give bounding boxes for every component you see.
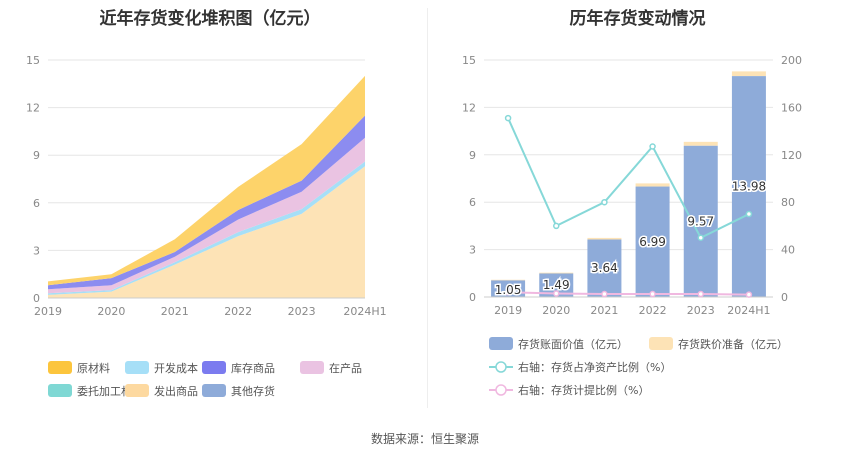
bar-label-halo: 6.99	[639, 235, 666, 249]
y-tick-label: 6	[33, 197, 40, 210]
legend-marker	[495, 384, 507, 396]
line-point	[745, 291, 753, 298]
x-tick-label: 2022	[639, 304, 667, 317]
right-chart-title: 历年存货变动情况	[569, 9, 706, 29]
x-tick-label: 2023	[687, 304, 715, 317]
left-y-tick-label: 6	[469, 196, 476, 209]
bar-impairment	[491, 279, 526, 281]
bar-label-halo: 1.49	[543, 278, 570, 292]
bar-book-value	[731, 76, 766, 297]
right-y-tick-label: 160	[781, 101, 802, 114]
x-tick-label: 2024H1	[343, 305, 386, 318]
line-point	[504, 289, 512, 296]
bar-label-halo: 13.98	[732, 180, 766, 194]
x-tick-label: 2024H1	[727, 304, 770, 317]
left-y-tick-label: 12	[462, 101, 476, 114]
bar-label-halo: 3.64	[591, 261, 618, 275]
line-point	[553, 222, 560, 230]
bar-impairment	[731, 71, 766, 77]
right-y-tick-label: 200	[781, 54, 802, 67]
right-y-tick-label: 80	[781, 196, 795, 209]
legend-swatch	[489, 337, 513, 350]
x-tick-label: 2021	[590, 304, 618, 317]
bar-book-value	[683, 145, 718, 297]
y-tick-label: 0	[33, 292, 40, 305]
line-point	[504, 114, 512, 122]
line-point	[553, 290, 560, 297]
x-tick-label: 2021	[161, 305, 189, 318]
left-y-tick-label: 9	[469, 149, 476, 162]
legend-label: 右轴：存货占净资产比例（%）	[518, 360, 671, 374]
bar-book-value	[539, 273, 574, 297]
bar-label: 1.05	[495, 283, 522, 297]
right-y-tick-label: 120	[781, 149, 802, 162]
y-tick-label: 12	[26, 102, 40, 115]
bar-label-halo: 9.57	[687, 214, 714, 228]
line-point	[649, 143, 656, 150]
x-tick-label: 2019	[34, 305, 62, 318]
x-tick-label: 2019	[494, 304, 522, 317]
legend-swatch	[300, 361, 324, 374]
x-tick-label: 2022	[224, 305, 252, 318]
legend-label: 存货跌价准备（亿元）	[678, 337, 788, 351]
y-tick-label: 3	[33, 244, 40, 257]
legend-swatch	[202, 384, 226, 397]
bar-book-value	[635, 186, 670, 297]
line-point	[649, 290, 656, 298]
x-tick-label: 2020	[542, 304, 570, 317]
bar-label: 3.64	[591, 261, 618, 275]
area-series-原材料	[48, 75, 365, 286]
legend-label: 其他存货	[231, 384, 275, 398]
bar-impairment	[683, 141, 718, 146]
line-net-asset-ratio	[507, 117, 750, 240]
line-point	[745, 210, 753, 218]
legend-label: 在产品	[329, 361, 362, 375]
right-y-tick-label: 0	[781, 291, 788, 304]
legend-label: 存货账面价值（亿元）	[518, 337, 628, 351]
legend-swatch	[125, 384, 149, 397]
bar-label-halo: 1.05	[495, 283, 522, 297]
line-point	[601, 198, 608, 206]
legend-label: 开发成本	[154, 361, 198, 375]
y-tick-label: 15	[26, 54, 40, 67]
legend-label: 原材料	[77, 361, 110, 375]
line-point	[601, 290, 608, 298]
bar-impairment	[539, 272, 574, 274]
legend-swatch	[48, 384, 72, 397]
x-tick-label: 2023	[288, 305, 316, 318]
y-tick-label: 9	[33, 149, 40, 162]
bar-label: 13.98	[732, 180, 766, 194]
legend-label: 发出商品	[154, 384, 198, 398]
left-chart-title: 近年存货变化堆积图（亿元）	[99, 9, 321, 29]
data-source: 数据来源：恒生聚源	[370, 432, 479, 446]
legend-swatch	[125, 361, 149, 374]
bar-book-value	[587, 239, 622, 297]
legend-swatch	[649, 337, 673, 350]
bar-label: 9.57	[687, 214, 714, 228]
left-y-tick-label: 15	[462, 54, 476, 67]
area-series-发出商品	[48, 166, 365, 298]
line-point	[697, 290, 704, 298]
legend-label: 右轴：存货计提比例（%）	[518, 383, 649, 397]
bar-label: 1.49	[543, 278, 570, 292]
legend-swatch	[202, 361, 226, 374]
legend-label: 库存商品	[231, 361, 275, 375]
right-y-tick-label: 40	[781, 244, 795, 257]
bar-label: 6.99	[639, 235, 666, 249]
panel-divider	[427, 8, 428, 408]
bar-impairment	[587, 237, 622, 240]
line-provision-ratio	[508, 291, 749, 296]
legend-marker	[495, 361, 507, 373]
bar-impairment	[635, 183, 670, 187]
line-point	[697, 234, 704, 241]
left-y-tick-label: 0	[469, 291, 476, 304]
x-tick-label: 2020	[97, 305, 125, 318]
left-y-tick-label: 3	[469, 244, 476, 257]
legend-swatch	[48, 361, 72, 374]
